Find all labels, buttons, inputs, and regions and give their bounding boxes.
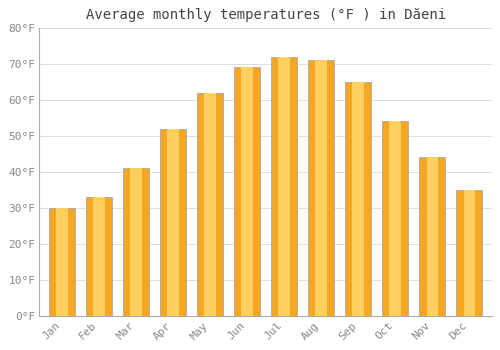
Bar (241, 67, 253, 316)
Bar (352, 82, 364, 316)
Bar (123, 168, 149, 316)
Bar (49, 208, 74, 316)
Bar (204, 92, 216, 316)
Bar (390, 121, 401, 316)
Title: Average monthly temperatures (°F ) in Dăeni: Average monthly temperatures (°F ) in Dă… (86, 8, 446, 22)
Bar (93, 197, 104, 316)
Bar (464, 190, 475, 316)
Bar (234, 67, 260, 316)
Bar (382, 121, 408, 316)
Bar (308, 60, 334, 316)
Bar (278, 56, 290, 316)
Bar (426, 158, 438, 316)
Bar (271, 56, 297, 316)
Bar (197, 92, 223, 316)
Bar (56, 208, 68, 316)
Bar (316, 60, 327, 316)
Bar (167, 128, 179, 316)
Bar (420, 158, 446, 316)
Bar (86, 197, 112, 316)
Bar (160, 128, 186, 316)
Bar (346, 82, 371, 316)
Bar (456, 190, 482, 316)
Bar (130, 168, 141, 316)
